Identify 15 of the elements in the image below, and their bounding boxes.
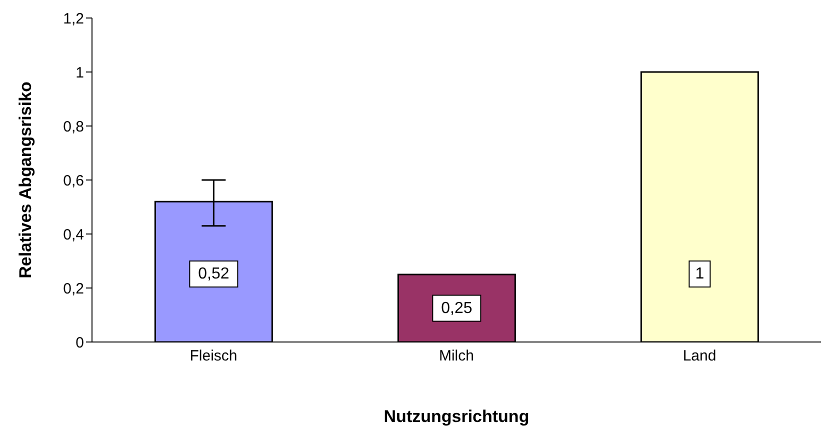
y-tick-label: 0 — [76, 334, 84, 352]
x-tick-label: Land — [682, 348, 716, 365]
data-label: 0,52 — [198, 266, 230, 282]
x-tick-label: Milch — [438, 348, 474, 365]
y-axis-title: Relatives Abgangsrisiko — [16, 82, 36, 278]
data-label: 0,25 — [441, 300, 472, 317]
y-tick-label: 0,8 — [63, 118, 84, 136]
y-tick-label: 0,6 — [63, 172, 84, 190]
x-axis-title: Nutzungsrichtung — [384, 407, 530, 426]
x-tick-label: Fleisch — [190, 348, 238, 365]
y-tick-label: 1 — [76, 64, 84, 82]
data-label: 1 — [695, 266, 704, 282]
y-tick-label: 0,4 — [63, 226, 84, 244]
y-tick-label: 0,2 — [63, 280, 84, 298]
y-tick-label: 1,2 — [63, 10, 84, 28]
